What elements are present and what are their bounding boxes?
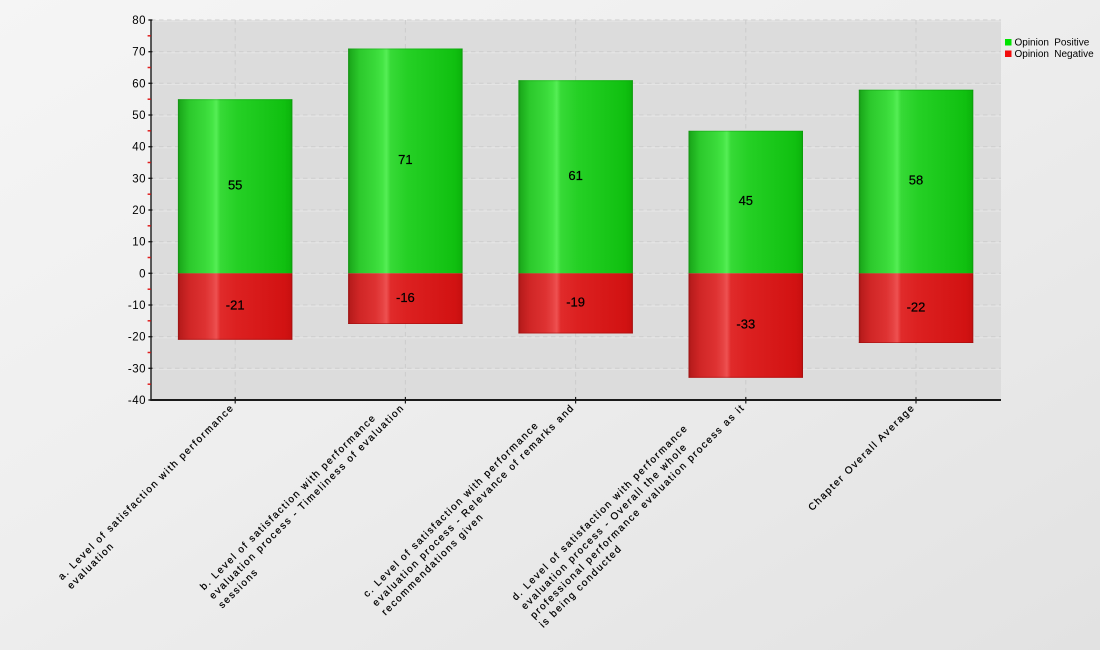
svg-text:70: 70	[132, 47, 146, 59]
svg-text:61: 61	[568, 168, 582, 183]
svg-text:50: 50	[132, 110, 146, 122]
svg-text:-22: -22	[907, 299, 926, 314]
svg-text:-16: -16	[396, 290, 415, 305]
svg-text:-33: -33	[736, 317, 755, 332]
svg-text:Opinion Negative: Opinion Negative	[1015, 49, 1095, 60]
svg-text:71: 71	[398, 152, 412, 167]
svg-text:40: 40	[132, 142, 146, 154]
svg-text:60: 60	[132, 78, 146, 90]
svg-text:55: 55	[228, 177, 242, 192]
svg-text:45: 45	[739, 193, 753, 208]
svg-text:-30: -30	[128, 363, 146, 375]
svg-text:-21: -21	[226, 298, 245, 313]
svg-text:-19: -19	[566, 295, 585, 310]
svg-text:-40: -40	[128, 395, 146, 407]
svg-text:Opinion Positive: Opinion Positive	[1015, 38, 1090, 49]
svg-text:58: 58	[909, 173, 923, 188]
svg-text:-20: -20	[128, 332, 146, 344]
svg-text:30: 30	[132, 173, 146, 185]
svg-text:80: 80	[132, 15, 146, 27]
svg-text:10: 10	[132, 237, 146, 249]
svg-text:-10: -10	[128, 300, 146, 312]
svg-text:0: 0	[139, 268, 146, 280]
svg-text:20: 20	[132, 205, 146, 217]
